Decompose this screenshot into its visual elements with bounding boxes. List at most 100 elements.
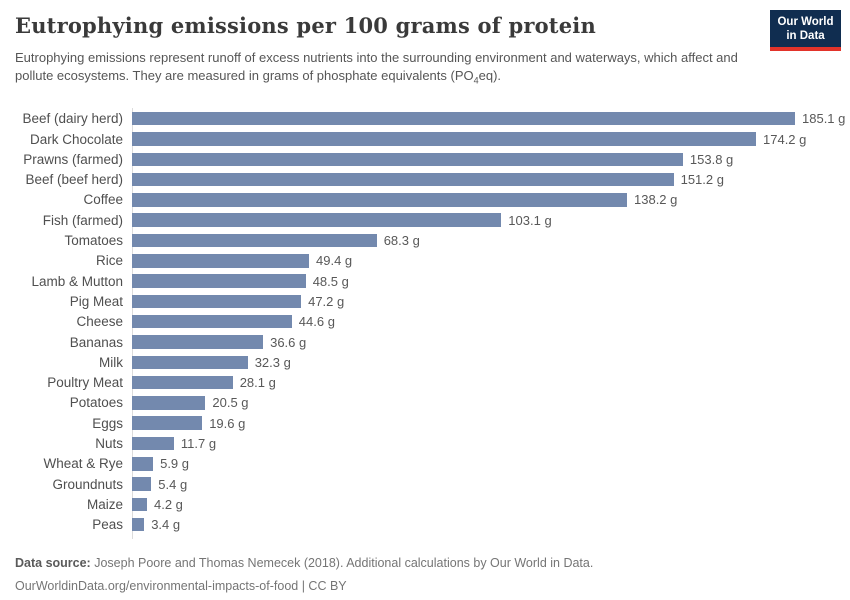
value-label: 44.6 g [298, 314, 335, 330]
category-label: Potatoes [69, 395, 123, 411]
value-label: 47.2 g [308, 293, 345, 309]
category-label: Cheese [76, 314, 123, 330]
bar-chart: Beef (dairy herd) 185.1 g Dark Chocolate 17… [15, 107, 845, 539]
bar-track: 138.2 g [132, 190, 835, 210]
category-label: Wheat & Rye [43, 456, 123, 472]
bar-track: 153.8 g [132, 149, 835, 169]
chart-row: Beef (beef herd) 151.2 g [15, 169, 835, 189]
bar-track: 11.7 g [132, 433, 835, 453]
category-label: Groundnuts [52, 476, 123, 492]
category-label: Beef (beef herd) [25, 172, 123, 188]
bar-track: 3.4 g [132, 515, 835, 535]
bar-track: 174.2 g [132, 129, 835, 149]
bar[interactable] [132, 375, 233, 390]
bar[interactable] [132, 152, 683, 167]
bar-track: 47.2 g [132, 291, 835, 311]
bar[interactable] [132, 436, 174, 451]
bar-track: 68.3 g [132, 230, 835, 250]
bar[interactable] [132, 497, 147, 512]
bar[interactable] [132, 294, 302, 309]
bar[interactable] [132, 416, 203, 430]
value-label: 5.4 g [158, 476, 188, 492]
bar[interactable] [132, 274, 306, 288]
value-label: 4.2 g [154, 496, 183, 512]
subtitle-text-post: eq). [478, 67, 502, 83]
chart-row: Nuts 11.7 g [15, 433, 835, 453]
bar-track: 151.2 g [132, 169, 835, 189]
data-source-label: Data source: [15, 555, 91, 570]
bar-track: 44.6 g [132, 312, 835, 332]
chart-row: Coffee 138.2 g [15, 190, 835, 210]
category-label: Maize [86, 496, 123, 512]
bar[interactable] [132, 457, 154, 471]
bar-track: 5.4 g [132, 474, 835, 494]
value-label: 68.3 g [383, 233, 420, 249]
value-label: 185.1 g [802, 111, 846, 127]
bar[interactable] [132, 111, 795, 126]
chart-row: Milk 32.3 g [15, 352, 835, 372]
bar-track: 49.4 g [132, 251, 835, 271]
bar[interactable] [132, 477, 152, 491]
credit-line[interactable]: OurWorldinData.org/environmental-impacts… [15, 578, 347, 593]
chart-row: Rice 49.4 g [15, 251, 835, 271]
chart-footer: Data source: Joseph Poore and Thomas Nem… [15, 552, 835, 598]
owid-logo-line1: Our World [777, 15, 834, 28]
bar-track: 28.1 g [132, 372, 835, 392]
category-label: Milk [99, 354, 123, 370]
category-label: Beef (dairy herd) [22, 111, 123, 127]
owid-logo-line2: in Data [786, 29, 825, 42]
bar-track: 103.1 g [132, 210, 835, 230]
chart-row: Lamb & Mutton 48.5 g [15, 271, 835, 291]
chart-subtitle: Eutrophying emissions represent runoff o… [15, 49, 760, 90]
bar[interactable] [132, 193, 627, 207]
value-label: 151.2 g [680, 172, 724, 188]
category-label: Eggs [92, 415, 123, 431]
bar[interactable] [132, 517, 145, 532]
bar-track: 36.6 g [132, 332, 835, 352]
category-label: Nuts [95, 435, 123, 451]
data-source-line: Data source: Joseph Poore and Thomas Nem… [15, 552, 835, 575]
category-label: Fish (farmed) [42, 212, 123, 228]
chart-row: Eggs 19.6 g [15, 413, 835, 433]
category-label: Rice [95, 253, 123, 269]
chart-row: Prawns (farmed) 153.8 g [15, 149, 835, 169]
owid-logo[interactable]: Our World in Data [770, 10, 841, 51]
subtitle-text-pre: Eutrophying emissions represent runoff o… [15, 50, 738, 83]
value-label: 48.5 g [312, 273, 349, 289]
bar-track: 20.5 g [132, 393, 835, 413]
category-label: Peas [92, 517, 123, 533]
chart-row: Fish (farmed) 103.1 g [15, 210, 835, 230]
bar[interactable] [132, 233, 377, 248]
category-label: Bananas [69, 334, 123, 350]
data-source-text: Joseph Poore and Thomas Nemecek (2018). … [90, 555, 594, 570]
chart-title: Eutrophying emissions per 100 grams of p… [15, 13, 596, 38]
value-label: 103.1 g [508, 212, 552, 228]
chart-row: Poultry Meat 28.1 g [15, 372, 835, 392]
bar[interactable] [132, 254, 309, 268]
bar[interactable] [132, 396, 206, 410]
chart-row: Maize 4.2 g [15, 494, 835, 514]
value-label: 32.3 g [254, 354, 291, 370]
bar-track: 19.6 g [132, 413, 835, 433]
bar[interactable] [132, 132, 756, 146]
chart-row: Bananas 36.6 g [15, 332, 835, 352]
value-label: 3.4 g [151, 517, 181, 533]
bar[interactable] [132, 172, 674, 187]
chart-row: Pig Meat 47.2 g [15, 291, 835, 311]
bar[interactable] [132, 314, 292, 329]
chart-row: Cheese 44.6 g [15, 312, 835, 332]
chart-row: Groundnuts 5.4 g [15, 474, 835, 494]
category-label: Pig Meat [69, 293, 123, 309]
bar[interactable] [132, 213, 502, 227]
bar[interactable] [132, 355, 248, 370]
value-label: 174.2 g [763, 131, 807, 147]
bar-track: 48.5 g [132, 271, 835, 291]
chart-rows: Beef (dairy herd) 185.1 g Dark Chocolate 17… [15, 109, 845, 535]
category-label: Dark Chocolate [29, 131, 123, 147]
category-label: Lamb & Mutton [31, 273, 123, 289]
chart-row: Dark Chocolate 174.2 g [15, 129, 835, 149]
bar[interactable] [132, 335, 264, 349]
bar-track: 32.3 g [132, 352, 835, 372]
category-label: Poultry Meat [47, 375, 123, 391]
value-label: 49.4 g [316, 253, 353, 269]
